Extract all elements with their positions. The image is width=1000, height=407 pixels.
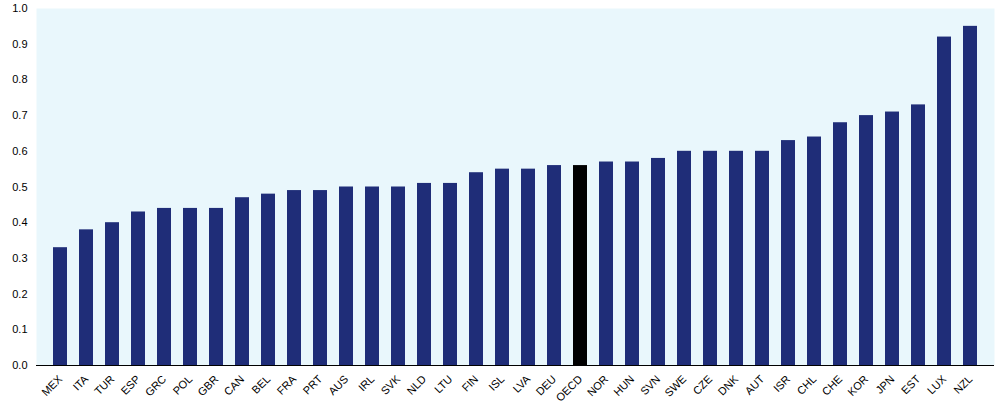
svg-text:0.2: 0.2: [12, 288, 27, 300]
svg-text:TUR: TUR: [92, 373, 117, 398]
svg-text:ISL: ISL: [486, 373, 506, 393]
svg-text:HUN: HUN: [611, 373, 636, 398]
svg-text:NZL: NZL: [951, 373, 974, 396]
svg-text:CHL: CHL: [794, 373, 818, 397]
svg-text:POL: POL: [170, 373, 194, 397]
svg-text:AUS: AUS: [326, 373, 350, 397]
svg-text:GBR: GBR: [195, 373, 220, 398]
svg-text:1.0: 1.0: [12, 2, 27, 14]
svg-text:FRA: FRA: [274, 372, 299, 397]
svg-text:DNK: DNK: [715, 372, 740, 397]
svg-text:CAN: CAN: [221, 373, 246, 398]
svg-text:LVA: LVA: [510, 372, 533, 395]
svg-text:LTU: LTU: [432, 373, 455, 396]
svg-text:ISR: ISR: [771, 373, 792, 394]
svg-text:OECD: OECD: [553, 373, 584, 404]
svg-text:EST: EST: [899, 373, 923, 397]
svg-text:MEX: MEX: [39, 372, 65, 398]
svg-text:ESP: ESP: [118, 373, 142, 397]
svg-text:LUX: LUX: [925, 372, 949, 396]
svg-text:0.3: 0.3: [12, 252, 27, 264]
svg-text:0.4: 0.4: [12, 216, 27, 228]
svg-text:AUT: AUT: [742, 373, 766, 397]
svg-text:SVN: SVN: [638, 373, 663, 398]
svg-text:FIN: FIN: [459, 373, 480, 394]
svg-text:SVK: SVK: [378, 372, 403, 397]
svg-text:BEL: BEL: [249, 373, 272, 396]
svg-text:0.5: 0.5: [12, 181, 27, 193]
svg-text:0.1: 0.1: [12, 323, 27, 335]
svg-text:0.7: 0.7: [12, 109, 27, 121]
svg-text:JPN: JPN: [873, 373, 896, 396]
svg-text:SWE: SWE: [662, 373, 688, 399]
svg-text:CHE: CHE: [819, 373, 844, 398]
svg-text:CZE: CZE: [690, 373, 714, 397]
svg-text:0.0: 0.0: [12, 359, 27, 371]
svg-text:GRC: GRC: [143, 373, 169, 399]
svg-text:NOR: NOR: [585, 373, 611, 399]
svg-text:NLD: NLD: [404, 373, 428, 397]
svg-text:0.8: 0.8: [12, 73, 27, 85]
svg-text:KOR: KOR: [845, 373, 870, 398]
svg-text:DEU: DEU: [533, 372, 559, 398]
svg-text:ITA: ITA: [70, 372, 90, 392]
svg-text:IRL: IRL: [356, 373, 377, 394]
svg-text:PRT: PRT: [300, 373, 324, 397]
svg-text:0.6: 0.6: [12, 145, 27, 157]
svg-text:0.9: 0.9: [12, 38, 27, 50]
